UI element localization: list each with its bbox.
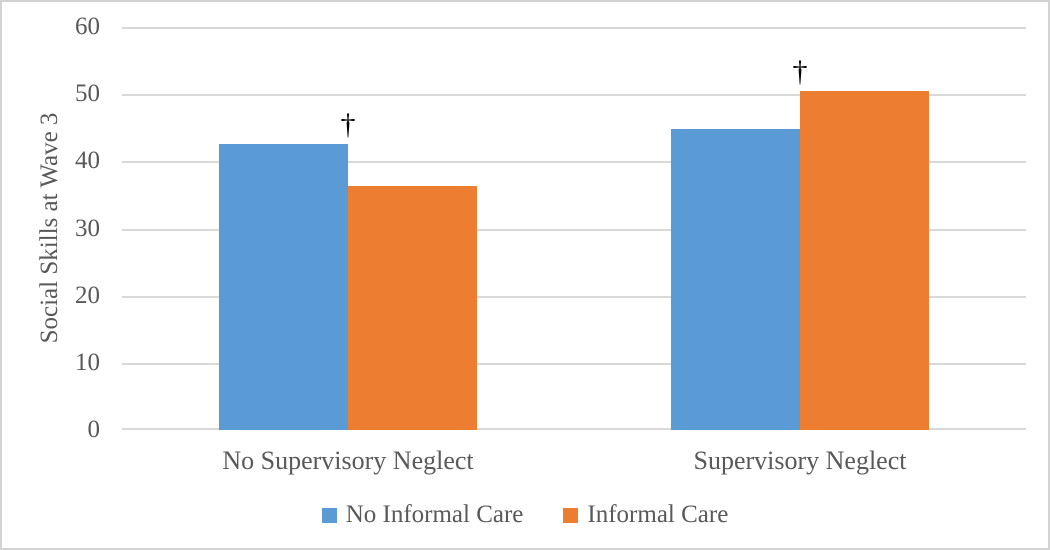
gridline-y-0 — [122, 428, 1026, 430]
legend-swatch-orange-icon — [563, 507, 579, 523]
y-tick-label-60: 60 — [75, 13, 100, 40]
y-tick-label-0: 0 — [87, 416, 101, 443]
x-axis-label-supervisory-neglect: Supervisory Neglect — [693, 446, 907, 475]
gridline-y-10 — [122, 362, 1026, 365]
legend-item-informal-care: Informal Care — [563, 501, 728, 529]
plot-area: † † — [122, 27, 1026, 430]
y-tick-label-50: 50 — [75, 80, 100, 108]
y-tick-label-30: 30 — [75, 214, 100, 242]
y-tick-label-10: 10 — [75, 348, 100, 376]
legend-item-no-informal-care: No Informal Care — [321, 501, 524, 529]
legend-label: No Informal Care — [345, 501, 524, 528]
significance-dagger-cat0: † — [340, 107, 356, 141]
bar-informal-care-cat0 — [348, 186, 477, 430]
gridline-y-20 — [122, 295, 1026, 298]
x-axis-label-no-supervisory-neglect: No Supervisory Neglect — [222, 446, 474, 475]
gridline-y-40 — [122, 161, 1026, 164]
legend-label: Informal Care — [587, 501, 729, 528]
legend-swatch-blue-icon — [321, 507, 337, 523]
y-tick-label-20: 20 — [75, 281, 100, 309]
bar-no-informal-care-cat1 — [671, 129, 800, 430]
legend: No Informal Care Informal Care — [2, 501, 1048, 529]
bar-informal-care-cat1 — [800, 91, 929, 430]
gridline-y-50 — [122, 94, 1026, 97]
y-tick-label-40: 40 — [75, 147, 100, 175]
gridline-y-60 — [122, 27, 1026, 29]
gridline-y-30 — [122, 228, 1026, 231]
bar-no-informal-care-cat0 — [219, 143, 348, 430]
significance-dagger-cat1: † — [792, 55, 808, 89]
